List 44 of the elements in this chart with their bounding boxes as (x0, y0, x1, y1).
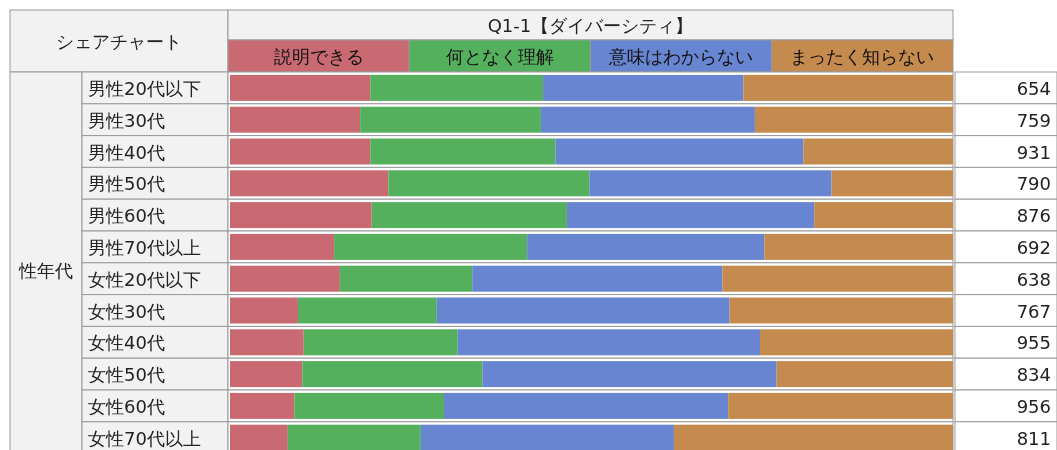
y-tick-label: 男性40代 (88, 141, 165, 163)
text: 654 (1016, 78, 1051, 99)
bar (294, 392, 445, 419)
text: 692 (1016, 237, 1051, 258)
y-tick-label: 男性50代 (88, 173, 165, 195)
chart-subtitle: シェアチャート (56, 31, 182, 52)
series-label: 何となく理解 (445, 46, 554, 67)
y-tick-label: 女性70代以上 (88, 427, 201, 449)
bar (388, 170, 590, 197)
y-tick-label: 男性60代 (88, 205, 165, 227)
bar (371, 202, 567, 229)
bar (302, 361, 483, 388)
y-tick-label: 女性40代 (88, 332, 165, 354)
y-tick-label: 女性60代 (88, 396, 165, 417)
text: 834 (1016, 364, 1051, 386)
bar (370, 138, 556, 165)
text: 767 (1016, 300, 1051, 322)
text: 811 (1016, 427, 1051, 449)
text: 876 (1016, 205, 1051, 227)
chart-title: Q1-1【ダイバーシティ】 (487, 15, 694, 36)
bar (527, 233, 765, 260)
bar (297, 297, 437, 324)
bar (360, 106, 541, 133)
y-tick-label: 女性50代 (88, 364, 165, 386)
text: 638 (1016, 268, 1051, 290)
bar (334, 233, 528, 260)
series-label: 意味はわからない (608, 46, 754, 67)
text: 790 (1016, 173, 1051, 195)
series-label: 説明できる (273, 46, 364, 67)
text: 759 (1016, 109, 1051, 131)
series-label: まったく知らない (790, 46, 935, 67)
y-tick-label: 女性30代 (88, 300, 165, 322)
text: 955 (1016, 332, 1051, 354)
y-tick-label: 男性20代以下 (88, 78, 201, 99)
text: 931 (1016, 141, 1051, 163)
text: 956 (1016, 396, 1051, 417)
y-tick-label: 男性30代 (88, 109, 165, 131)
bar (540, 106, 755, 133)
bar (339, 265, 473, 292)
bar (287, 424, 421, 450)
y-tick-label: 男性70代以上 (88, 237, 201, 258)
y-tick-label: 女性20代以下 (88, 268, 201, 290)
bar (303, 329, 458, 356)
y-axis-title: 性年代 (18, 260, 73, 281)
